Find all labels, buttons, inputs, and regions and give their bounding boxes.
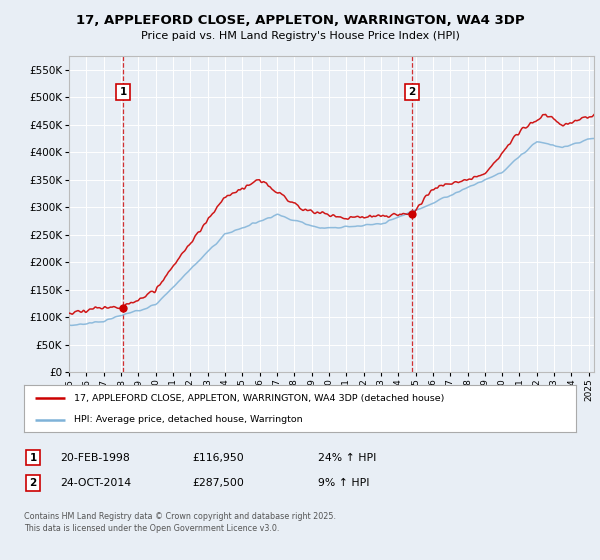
Text: 9% ↑ HPI: 9% ↑ HPI (318, 478, 370, 488)
Text: 1: 1 (119, 87, 127, 97)
Text: 2: 2 (409, 87, 416, 97)
Text: Price paid vs. HM Land Registry's House Price Index (HPI): Price paid vs. HM Land Registry's House … (140, 31, 460, 41)
Text: 1: 1 (29, 452, 37, 463)
Text: 24-OCT-2014: 24-OCT-2014 (60, 478, 131, 488)
Text: £287,500: £287,500 (192, 478, 244, 488)
Text: 20-FEB-1998: 20-FEB-1998 (60, 452, 130, 463)
Text: 17, APPLEFORD CLOSE, APPLETON, WARRINGTON, WA4 3DP (detached house): 17, APPLEFORD CLOSE, APPLETON, WARRINGTO… (74, 394, 444, 403)
Text: Contains HM Land Registry data © Crown copyright and database right 2025.
This d: Contains HM Land Registry data © Crown c… (24, 512, 336, 533)
Text: £116,950: £116,950 (192, 452, 244, 463)
Text: HPI: Average price, detached house, Warrington: HPI: Average price, detached house, Warr… (74, 416, 302, 424)
Text: 24% ↑ HPI: 24% ↑ HPI (318, 452, 376, 463)
Text: 2: 2 (29, 478, 37, 488)
Text: 17, APPLEFORD CLOSE, APPLETON, WARRINGTON, WA4 3DP: 17, APPLEFORD CLOSE, APPLETON, WARRINGTO… (76, 14, 524, 27)
